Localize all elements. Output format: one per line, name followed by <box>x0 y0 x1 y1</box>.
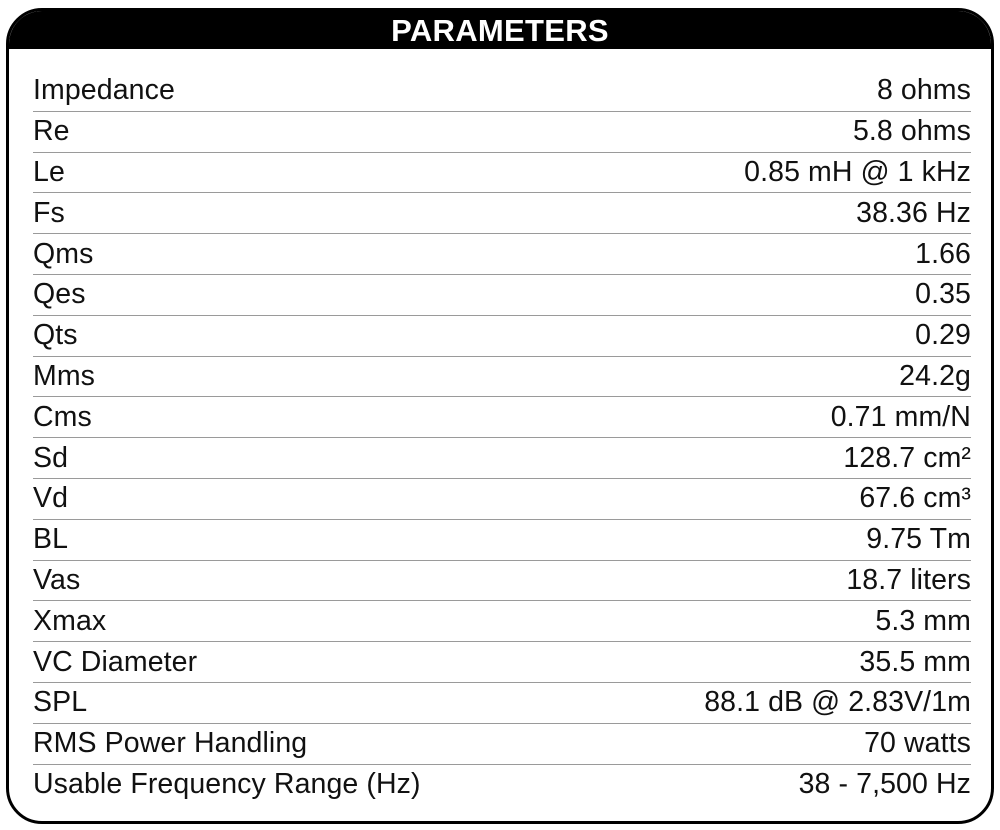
param-value: 0.71 mm/N <box>830 400 971 433</box>
param-label: Re <box>33 115 70 148</box>
table-row: RMS Power Handling 70 watts <box>33 722 971 764</box>
param-value: 70 watts <box>864 727 971 760</box>
table-row: Cms 0.71 mm/N <box>33 396 971 437</box>
param-label: Le <box>33 155 65 188</box>
param-label: Qts <box>33 319 78 352</box>
param-value: 38.36 Hz <box>856 196 971 229</box>
param-label: Xmax <box>33 604 107 637</box>
param-label: VC Diameter <box>33 645 198 678</box>
table-row: Qes 0.35 <box>33 273 971 315</box>
param-label: Qms <box>33 237 94 270</box>
param-label: RMS Power Handling <box>33 727 308 760</box>
parameters-panel: PARAMETERS Impedance 8 ohms Re 5.8 ohms Le… <box>6 8 994 824</box>
param-value: 8 ohms <box>876 73 971 106</box>
table-row: BL 9.75 Tm <box>33 518 971 560</box>
param-label: Usable Frequency Range (Hz) <box>33 767 421 800</box>
param-label: Vd <box>33 482 69 515</box>
table-row: Vd 67.6 cm³ <box>33 477 971 519</box>
table-row: Impedance 8 ohms <box>33 70 971 111</box>
param-value: 35.5 mm <box>859 645 971 678</box>
panel-title: PARAMETERS <box>9 11 991 49</box>
param-value: 38 - 7,500 Hz <box>798 767 971 800</box>
table-row: VC Diameter 35.5 mm <box>33 641 971 682</box>
param-label: Qes <box>33 278 86 311</box>
param-value: 128.7 cm² <box>843 441 971 474</box>
table-row: Fs 38.36 Hz <box>33 192 971 233</box>
param-value: 0.29 <box>915 319 971 352</box>
param-label: SPL <box>33 686 88 719</box>
param-value: 18.7 liters <box>846 563 971 596</box>
param-label: Fs <box>33 196 65 229</box>
table-row: Le 0.85 mH @ 1 kHz <box>33 151 971 193</box>
param-label: Cms <box>33 400 92 433</box>
table-row: Qms 1.66 <box>33 233 971 274</box>
param-value: 1.66 <box>915 237 971 270</box>
table-row: Vas 18.7 liters <box>33 559 971 601</box>
table-row: SPL 88.1 dB @ 2.83V/1m <box>33 681 971 723</box>
param-value: 24.2g <box>899 359 971 392</box>
param-label: Vas <box>33 563 81 596</box>
table-row: Qts 0.29 <box>33 314 971 356</box>
param-value: 0.85 mH @ 1 kHz <box>744 155 971 188</box>
param-value: 5.3 mm <box>875 604 971 637</box>
param-value: 0.35 <box>915 278 971 311</box>
table-row: Sd 128.7 cm² <box>33 437 971 478</box>
param-label: Mms <box>33 359 96 392</box>
parameters-table: Impedance 8 ohms Re 5.8 ohms Le 0.85 mH @ 1… <box>33 70 971 804</box>
param-label: Impedance <box>33 73 175 106</box>
table-row: Re 5.8 ohms <box>33 110 971 152</box>
param-value: 67.6 cm³ <box>859 482 971 515</box>
table-row: Mms 24.2g <box>33 355 971 397</box>
table-row: Xmax 5.3 mm <box>33 600 971 641</box>
table-row: Usable Frequency Range (Hz) 38 - 7,500 Hz <box>33 763 971 805</box>
param-label: Sd <box>33 441 69 474</box>
param-value: 5.8 ohms <box>852 115 971 148</box>
param-value: 88.1 dB @ 2.83V/1m <box>704 686 971 719</box>
param-value: 9.75 Tm <box>866 523 971 556</box>
param-label: BL <box>33 523 69 556</box>
